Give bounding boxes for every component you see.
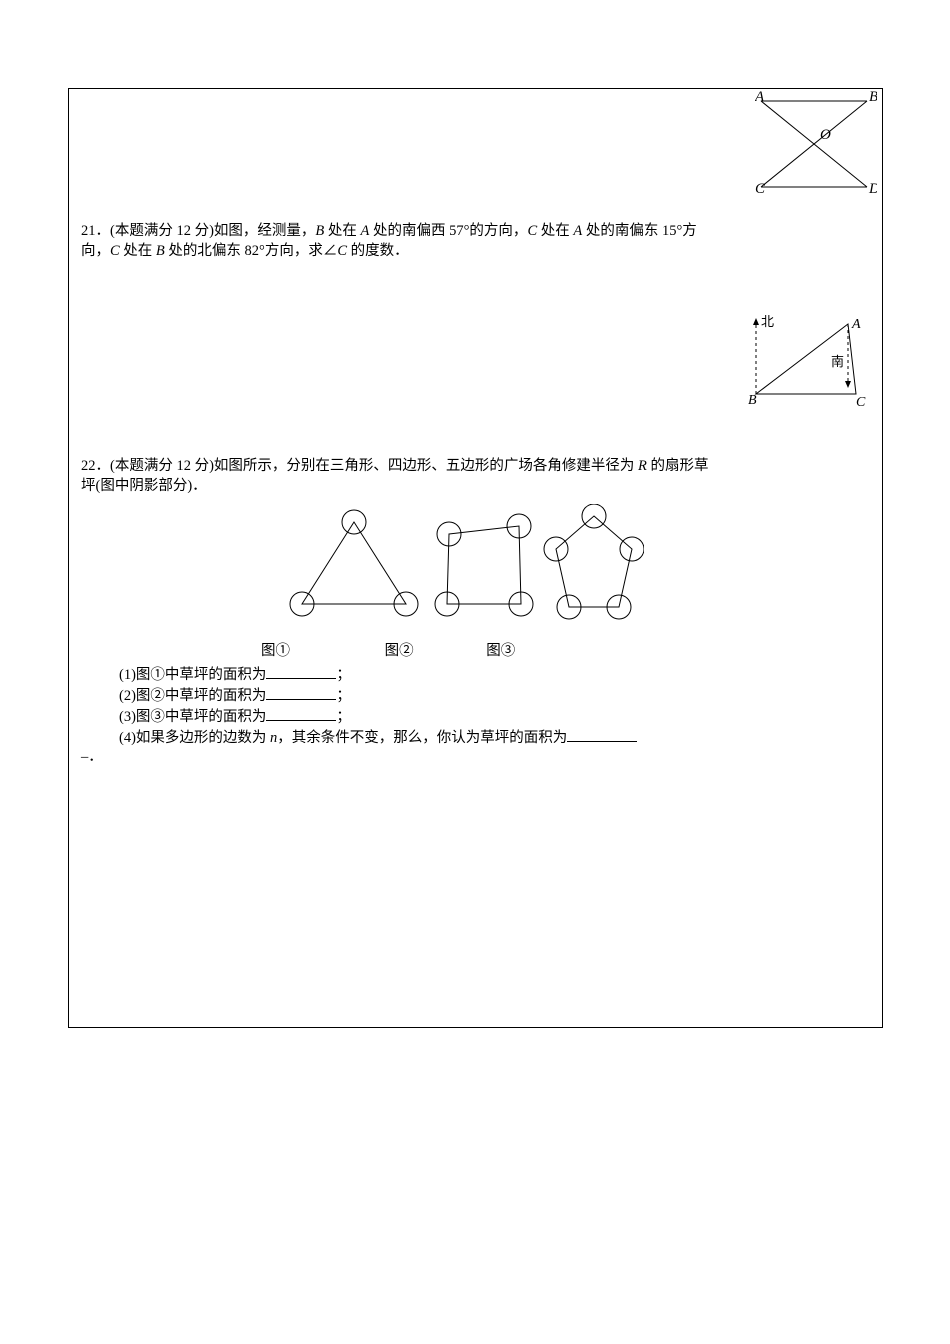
- label-B: B: [869, 89, 877, 105]
- compass-svg: 北 南 A B C: [748, 314, 870, 408]
- q22-line2: (2)图②中草坪的面积为 ；: [119, 685, 716, 706]
- q22-l4c: ．: [88, 749, 103, 765]
- label-D: D: [868, 181, 877, 197]
- q22-answers: (1)图①中草坪的面积为 ； (2)图②中草坪的面积为 ； (3)图③中草坪的面积为…: [81, 664, 726, 767]
- blank-3: [266, 706, 336, 721]
- q22-figures: 图① 图② 图③: [81, 504, 726, 660]
- label-B2: B: [748, 393, 757, 408]
- question-21: 21．(本题满分 12 分)如图，经测量，B 处在 A 处的南偏西 57°的方向…: [81, 221, 726, 261]
- label-north: 北: [761, 314, 774, 329]
- label-A: A: [755, 89, 765, 105]
- q22-l3b: ；: [336, 709, 351, 725]
- q22-prefix: 22．(本题满分 12 分)如图所示，分别在三角形、四边形、五边形的广场各角修建…: [81, 458, 638, 474]
- q22-l1a: (1)图①中草坪的面积为: [119, 667, 266, 683]
- label-A2: A: [851, 317, 861, 332]
- label-C2: C: [856, 395, 866, 408]
- q22-l1b: ；: [336, 667, 351, 683]
- q21-B2: B: [156, 243, 165, 259]
- q22-l3a: (3)图③中草坪的面积为: [119, 709, 266, 725]
- q22-l2a: (2)图②中草坪的面积为: [119, 688, 266, 704]
- q22-l4b: ，其余条件不变，那么，你认为草坪的面积为: [277, 730, 567, 746]
- q21-C1: C: [527, 223, 537, 239]
- x-diagram-svg: A B C D O: [755, 89, 877, 197]
- question-22: 22．(本题满分 12 分)如图所示，分别在三角形、四边形、五边形的广场各角修建…: [81, 456, 726, 496]
- q22-shapes-svg: [154, 504, 644, 630]
- label-C: C: [755, 181, 766, 197]
- page-frame: A B C D O 21．(本题满分 12 分)如图，经测量，B 处在 A 处的…: [68, 88, 883, 1028]
- blank-4: [567, 727, 637, 742]
- caption-3: 图③: [486, 639, 546, 660]
- q21-B1: B: [315, 223, 324, 239]
- q21-prefix: 21．(本题满分 12 分)如图，经测量，: [81, 223, 315, 239]
- q22-l2b: ；: [336, 688, 351, 704]
- q21-t3: 处在: [537, 223, 573, 239]
- q21-t1: 处在: [324, 223, 360, 239]
- q21-A2: A: [573, 223, 582, 239]
- caption-1: 图①: [261, 639, 321, 660]
- q22-line3: (3)图③中草坪的面积为 ；: [119, 706, 716, 727]
- label-south: 南: [831, 354, 844, 369]
- q22-captions: 图① 图② 图③: [81, 639, 716, 660]
- q21-t2: 处的南偏西 57°的方向，: [369, 223, 527, 239]
- q22-R: R: [638, 458, 647, 474]
- caption-2: 图②: [385, 639, 445, 660]
- q22-line1: (1)图①中草坪的面积为 ；: [119, 664, 716, 685]
- q21-t6: 处的北偏东 82°方向，求∠: [165, 243, 338, 259]
- q22-line4: (4)如果多边形的边数为 n，其余条件不变，那么，你认为草坪的面积为: [119, 727, 716, 748]
- q21-t7: 的度数．: [347, 243, 409, 259]
- q21-t5: 处在: [120, 243, 156, 259]
- q22-l4a: (4)如果多边形的边数为: [119, 730, 270, 746]
- blank-2: [266, 685, 336, 700]
- q21-C2: C: [110, 243, 120, 259]
- q21-C3: C: [337, 243, 347, 259]
- blank-1: [266, 664, 336, 679]
- figure-x-diagram: A B C D O: [755, 89, 877, 202]
- figure-compass: 北 南 A B C: [748, 314, 870, 413]
- label-O: O: [820, 127, 831, 143]
- q22-tail: –．: [81, 748, 716, 767]
